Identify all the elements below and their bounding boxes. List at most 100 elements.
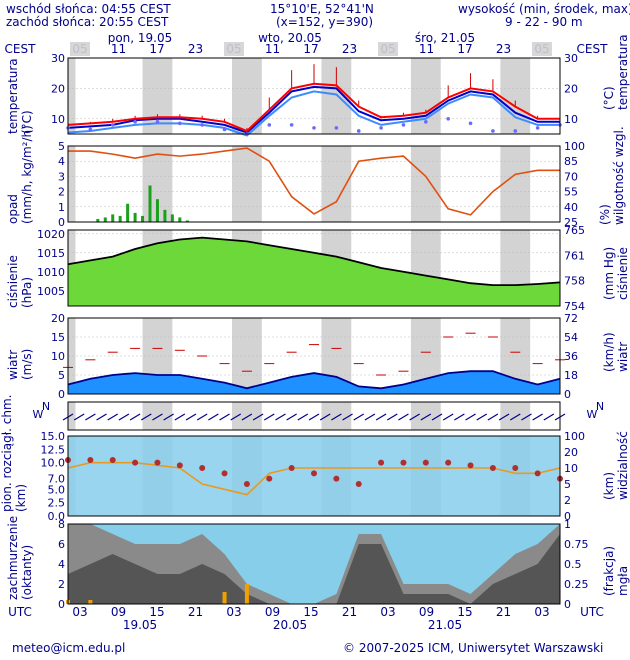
precip-bar (178, 217, 182, 222)
wind-mean-line (67, 370, 561, 390)
cloud-tick: 12.5 (41, 443, 66, 456)
wind-direction-arrow (286, 413, 297, 421)
cloud-top-point (333, 475, 340, 482)
cloud-top-point (132, 459, 139, 466)
wind-direction-arrow (319, 413, 331, 421)
dewpoint-point (110, 123, 115, 127)
wind-area (68, 371, 560, 394)
top-hour-label: 23 (496, 42, 511, 56)
compass-n-right: N (596, 400, 604, 413)
cloud-top-point (311, 470, 317, 477)
precip-tick: 1 (58, 201, 65, 214)
pressure-tick: 1010 (37, 266, 65, 279)
cloud-tick: 15.0 (41, 430, 66, 443)
pressure-line (67, 236, 561, 286)
fog-bar (222, 592, 227, 604)
cest-label-right: CEST (577, 42, 609, 56)
pressure-tick: 1015 (37, 247, 65, 260)
top-night-tick (70, 42, 90, 56)
cloud-top-point (422, 459, 429, 466)
wind-direction-arrow (498, 413, 510, 421)
panel-frame (67, 145, 561, 223)
temp-tick-right: 10 (564, 113, 578, 126)
precip-tick: 4 (58, 155, 65, 168)
wind-direction-arrow (85, 413, 96, 421)
temp-series-mid (67, 85, 560, 134)
top-hour-label: 23 (342, 42, 357, 56)
wind-direction-arrow (532, 413, 543, 421)
night-band (68, 146, 76, 222)
precip-tick: 5 (58, 140, 65, 153)
dewpoint-point (401, 123, 406, 127)
precip-bar (170, 214, 174, 222)
night-band (68, 402, 76, 430)
panel-frame (67, 523, 561, 605)
dewpoint-point (267, 123, 272, 127)
wind-direction-arrow (107, 413, 119, 421)
night-band (68, 58, 76, 134)
precip-bar (133, 212, 137, 222)
dewpoint-point (424, 120, 428, 124)
wind-direction-arrow (465, 413, 476, 421)
panel-frame (67, 401, 561, 431)
cloud-top-point (266, 475, 273, 482)
wind-direction-arrow (431, 413, 443, 421)
dewpoint-point (535, 126, 540, 130)
top-night-tick (378, 42, 398, 56)
dewpoint-point (200, 123, 204, 127)
grid-text: (x=152, y=390) (276, 15, 374, 29)
day-top-label: śro, 21.05 (415, 31, 475, 45)
bottom-hour-label: 03 (72, 605, 87, 619)
bottom-hour-label: 15 (457, 605, 472, 619)
precip-bar (118, 215, 122, 222)
precip-bar (185, 220, 189, 222)
visibility-tick: 0 (564, 510, 571, 523)
precip-bar (155, 199, 159, 222)
utc-label-left: UTC (8, 605, 32, 619)
dewpoint-point (178, 121, 182, 126)
night-band (232, 146, 262, 222)
wind-direction-arrow (252, 413, 264, 421)
cover-tick: 4 (58, 558, 65, 571)
compass-w-right: W (587, 408, 598, 421)
footer-email[interactable]: meteo@icm.edu.pl (12, 641, 126, 655)
footer-copyright: © 2007-2025 ICM, Uniwersytet Warszawski (343, 641, 604, 655)
night-band (68, 318, 76, 394)
panel-bg-4 (68, 402, 560, 430)
compass-n-left: N (42, 400, 50, 413)
wind-direction-arrow (521, 413, 532, 421)
wind-kmh-tick: 36 (564, 350, 578, 363)
precip-bar (148, 185, 152, 222)
humidity-tick: 55 (564, 186, 578, 199)
cover-tick: 6 (58, 538, 65, 551)
pressure-area (68, 237, 560, 306)
cover-tick: 2 (58, 578, 65, 591)
wind-direction-arrow (297, 413, 309, 421)
cloud-tick: 2.5 (48, 497, 66, 510)
wind-tick: 10 (51, 350, 65, 363)
dewpoint-point (222, 127, 227, 132)
wind-kmh-tick: 72 (564, 312, 578, 325)
temp-tick: 10 (51, 113, 65, 126)
night-band (500, 58, 531, 134)
day-bottom-label: 21.05 (428, 618, 462, 632)
sunrise-text: wschód słońca: 04:55 CEST (6, 2, 171, 16)
pressure-tick: 1020 (37, 228, 65, 241)
night-band (410, 146, 441, 222)
visibility-tick: 100 (564, 430, 585, 443)
wind-direction-arrow (263, 413, 275, 421)
coords-text: 15°10'E, 52°41'N (270, 2, 374, 16)
visibility-tick: 2 (564, 494, 571, 507)
precip-bar (126, 203, 130, 222)
dewpoint-point (88, 127, 93, 132)
humidity-tick: 40 (564, 201, 578, 214)
wind-kmh-tick: 0 (564, 388, 571, 401)
top-hour-label: 11 (265, 42, 280, 56)
fog-tick: 1 (564, 518, 571, 531)
day-bottom-label: 19.05 (123, 618, 157, 632)
wind-direction-arrow (174, 413, 186, 421)
wind-direction-arrow (308, 413, 320, 421)
wind-direction-arrow (196, 413, 208, 421)
temp-tick: 30 (51, 52, 65, 65)
sunset-text: zachód słońca: 20:55 CEST (6, 15, 169, 29)
